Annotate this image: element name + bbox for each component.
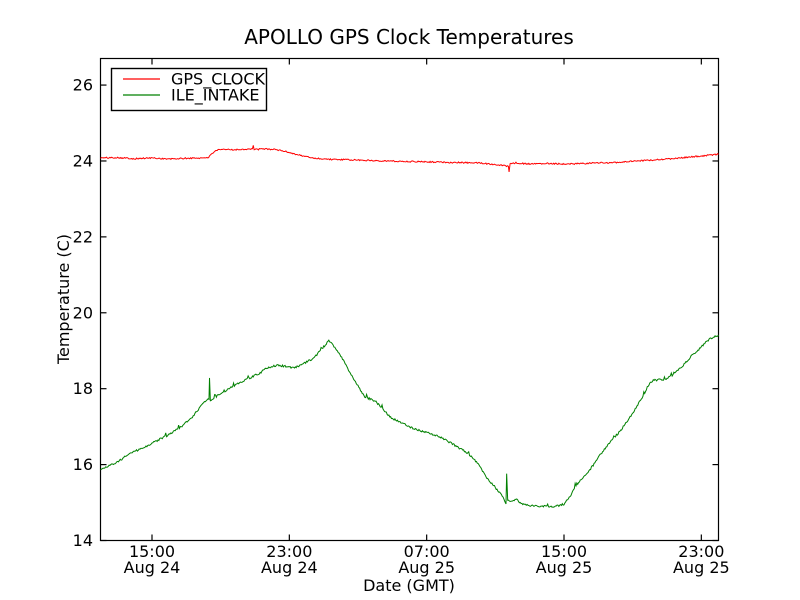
series-line-ile-intake <box>100 334 719 508</box>
y-axis-label: Temperature (C) <box>54 234 73 365</box>
y-tick-label: 24 <box>73 151 93 170</box>
x-tick-label-time: 23:00 <box>266 542 312 561</box>
x-tick-label-date: Aug 25 <box>536 558 593 577</box>
legend: GPS_CLOCK ILE_INTAKE <box>110 67 268 112</box>
x-tick-label-time: 15:00 <box>129 542 175 561</box>
series-line-gps-clock <box>100 145 719 172</box>
chart-title: APOLLO GPS Clock Temperatures <box>244 25 574 49</box>
y-tick-label: 16 <box>73 455 93 474</box>
y-tick-label: 26 <box>73 76 93 95</box>
y-tick-label: 14 <box>73 531 93 550</box>
x-tick-label-date: Aug 24 <box>124 558 181 577</box>
legend-label-gps-clock: GPS_CLOCK <box>171 70 265 90</box>
plot-border <box>99 57 720 542</box>
y-tick-label: 18 <box>73 379 93 398</box>
x-tick-label-date: Aug 25 <box>398 558 455 577</box>
x-tick-label-date: Aug 24 <box>261 558 318 577</box>
legend-label-ile-intake: ILE_INTAKE <box>171 86 260 106</box>
y-tick-label: 20 <box>73 303 93 322</box>
series-lines <box>100 145 719 508</box>
x-tick-label-time: 23:00 <box>678 542 724 561</box>
y-tick-label: 22 <box>73 227 93 246</box>
x-tick-label-time: 07:00 <box>404 542 450 561</box>
x-tick-label-time: 15:00 <box>541 542 587 561</box>
x-tick-label-date: Aug 25 <box>673 558 730 577</box>
legend-box <box>110 67 268 112</box>
axis-ticks <box>100 58 719 542</box>
x-axis-label: Date (GMT) <box>363 576 455 595</box>
